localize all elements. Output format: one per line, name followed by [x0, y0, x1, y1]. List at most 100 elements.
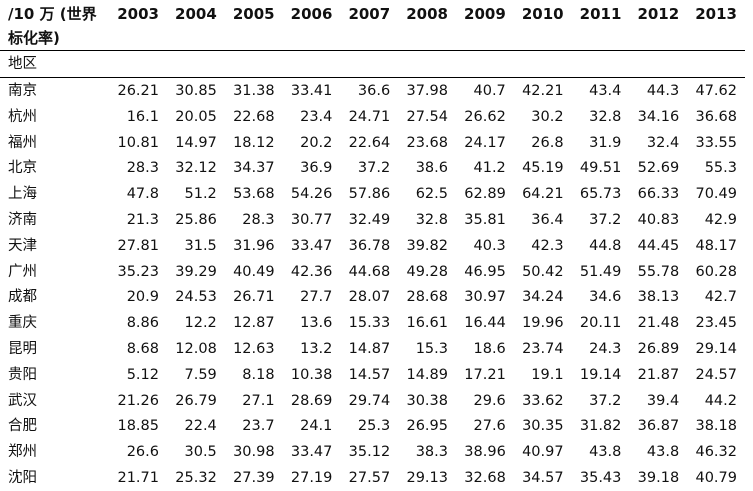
cell-value: 48.17 — [695, 237, 737, 254]
cell-value: 15.3 — [415, 341, 448, 357]
cell-value: 5.12 — [126, 366, 159, 383]
cell-value: 36.87 — [637, 418, 680, 435]
cell-value: 28.07 — [348, 289, 391, 306]
cell-value: 70.49 — [695, 186, 737, 203]
cell-value: 27.1 — [242, 392, 275, 409]
header-rule — [0, 50, 745, 51]
cell-value: 36.6 — [357, 83, 391, 99]
cell-value: 37.98 — [406, 83, 448, 99]
header-label: 标化率) — [8, 29, 60, 47]
cell-value: 30.97 — [464, 289, 506, 306]
cell-value: 47.8 — [126, 186, 159, 203]
cell-value: 8.18 — [242, 366, 275, 383]
cell-value: 20.05 — [175, 108, 217, 125]
row-label: 合肥 — [8, 418, 37, 435]
cell-value: 51.2 — [184, 186, 217, 203]
cell-value: 47.62 — [695, 83, 737, 99]
column-header: 2006 — [290, 5, 333, 23]
cell-value: 28.3 — [242, 212, 275, 228]
cell-value: 30.98 — [233, 444, 275, 461]
cell-value: 27.19 — [290, 470, 333, 486]
cell-value: 22.4 — [184, 418, 217, 435]
column-header: 2007 — [348, 5, 391, 23]
cell-value: 42.7 — [704, 289, 737, 306]
cell-value: 53.68 — [233, 186, 275, 203]
cell-value: 36.68 — [695, 108, 737, 125]
cell-value: 40.7 — [473, 83, 506, 99]
cell-value: 50.42 — [522, 263, 564, 280]
row-label: 上海 — [8, 186, 37, 203]
cell-value: 49.28 — [406, 263, 448, 280]
column-header: 2009 — [464, 5, 506, 23]
row-label: 杭州 — [8, 108, 37, 125]
cell-value: 54.26 — [290, 186, 333, 203]
cell-value: 32.4 — [646, 134, 680, 151]
column-header: 2004 — [175, 5, 217, 23]
cell-value: 30.2 — [531, 108, 564, 125]
cell-value: 33.62 — [522, 392, 564, 409]
cell-value: 38.96 — [464, 444, 506, 461]
cell-value: 22.68 — [233, 108, 275, 125]
row-label: 南京 — [8, 83, 37, 99]
cell-value: 43.8 — [589, 444, 622, 461]
row-label: 郑州 — [8, 444, 37, 461]
cell-value: 19.96 — [522, 315, 564, 332]
cell-value: 45.19 — [522, 160, 564, 177]
cell-value: 62.5 — [415, 186, 448, 203]
group-label: 地区 — [8, 56, 37, 72]
cell-value: 39.4 — [646, 392, 680, 409]
cell-value: 29.6 — [473, 392, 506, 409]
cell-value: 24.3 — [589, 341, 622, 357]
cell-value: 35.12 — [348, 444, 391, 461]
row-label: 武汉 — [8, 392, 37, 409]
cell-value: 23.7 — [242, 418, 275, 435]
cell-value: 39.18 — [637, 470, 680, 486]
cell-value: 40.83 — [637, 212, 680, 228]
row-label: 福州 — [8, 134, 37, 151]
cell-value: 34.57 — [522, 470, 564, 486]
cell-value: 23.45 — [695, 315, 737, 332]
cell-value: 8.86 — [126, 315, 159, 332]
column-header: 2010 — [521, 5, 564, 23]
cell-value: 10.38 — [290, 366, 333, 383]
cell-value: 26.8 — [531, 134, 564, 151]
cell-value: 44.8 — [589, 237, 622, 254]
cell-value: 32.49 — [348, 212, 391, 228]
cell-value: 26.95 — [406, 418, 448, 435]
group-rule — [0, 77, 745, 78]
cell-value: 8.68 — [126, 341, 159, 357]
cell-value: 64.21 — [522, 186, 564, 203]
header-label: /10 万 (世界 — [8, 5, 97, 23]
cell-value: 66.33 — [637, 186, 680, 203]
cell-value: 44.68 — [348, 263, 391, 280]
cell-value: 38.3 — [415, 444, 448, 461]
cell-value: 57.86 — [348, 186, 391, 203]
cell-value: 21.71 — [117, 470, 159, 486]
cell-value: 15.33 — [348, 315, 391, 332]
cell-value: 14.97 — [175, 134, 217, 151]
cell-value: 32.8 — [589, 108, 622, 125]
cell-value: 16.61 — [406, 315, 448, 332]
column-header: 2013 — [695, 5, 737, 23]
cell-value: 25.86 — [175, 212, 217, 228]
cell-value: 42.21 — [522, 83, 564, 99]
cell-value: 31.82 — [579, 418, 622, 435]
cell-value: 35.23 — [117, 263, 159, 280]
cell-value: 33.41 — [290, 83, 333, 99]
column-header: 2012 — [637, 5, 680, 23]
cell-value: 31.9 — [589, 134, 622, 151]
cell-value: 30.77 — [290, 212, 333, 228]
cell-value: 34.37 — [233, 160, 275, 177]
cell-value: 24.57 — [695, 366, 737, 383]
cell-value: 34.24 — [522, 289, 564, 306]
cell-value: 44.3 — [646, 83, 680, 99]
cell-value: 36.4 — [531, 212, 564, 228]
cell-value: 51.49 — [579, 263, 622, 280]
cell-value: 16.1 — [126, 108, 159, 125]
cell-value: 38.18 — [695, 418, 737, 435]
cell-value: 14.89 — [406, 366, 448, 383]
cell-value: 44.45 — [637, 237, 680, 254]
cell-value: 12.63 — [233, 341, 275, 357]
cell-value: 37.2 — [589, 212, 622, 228]
